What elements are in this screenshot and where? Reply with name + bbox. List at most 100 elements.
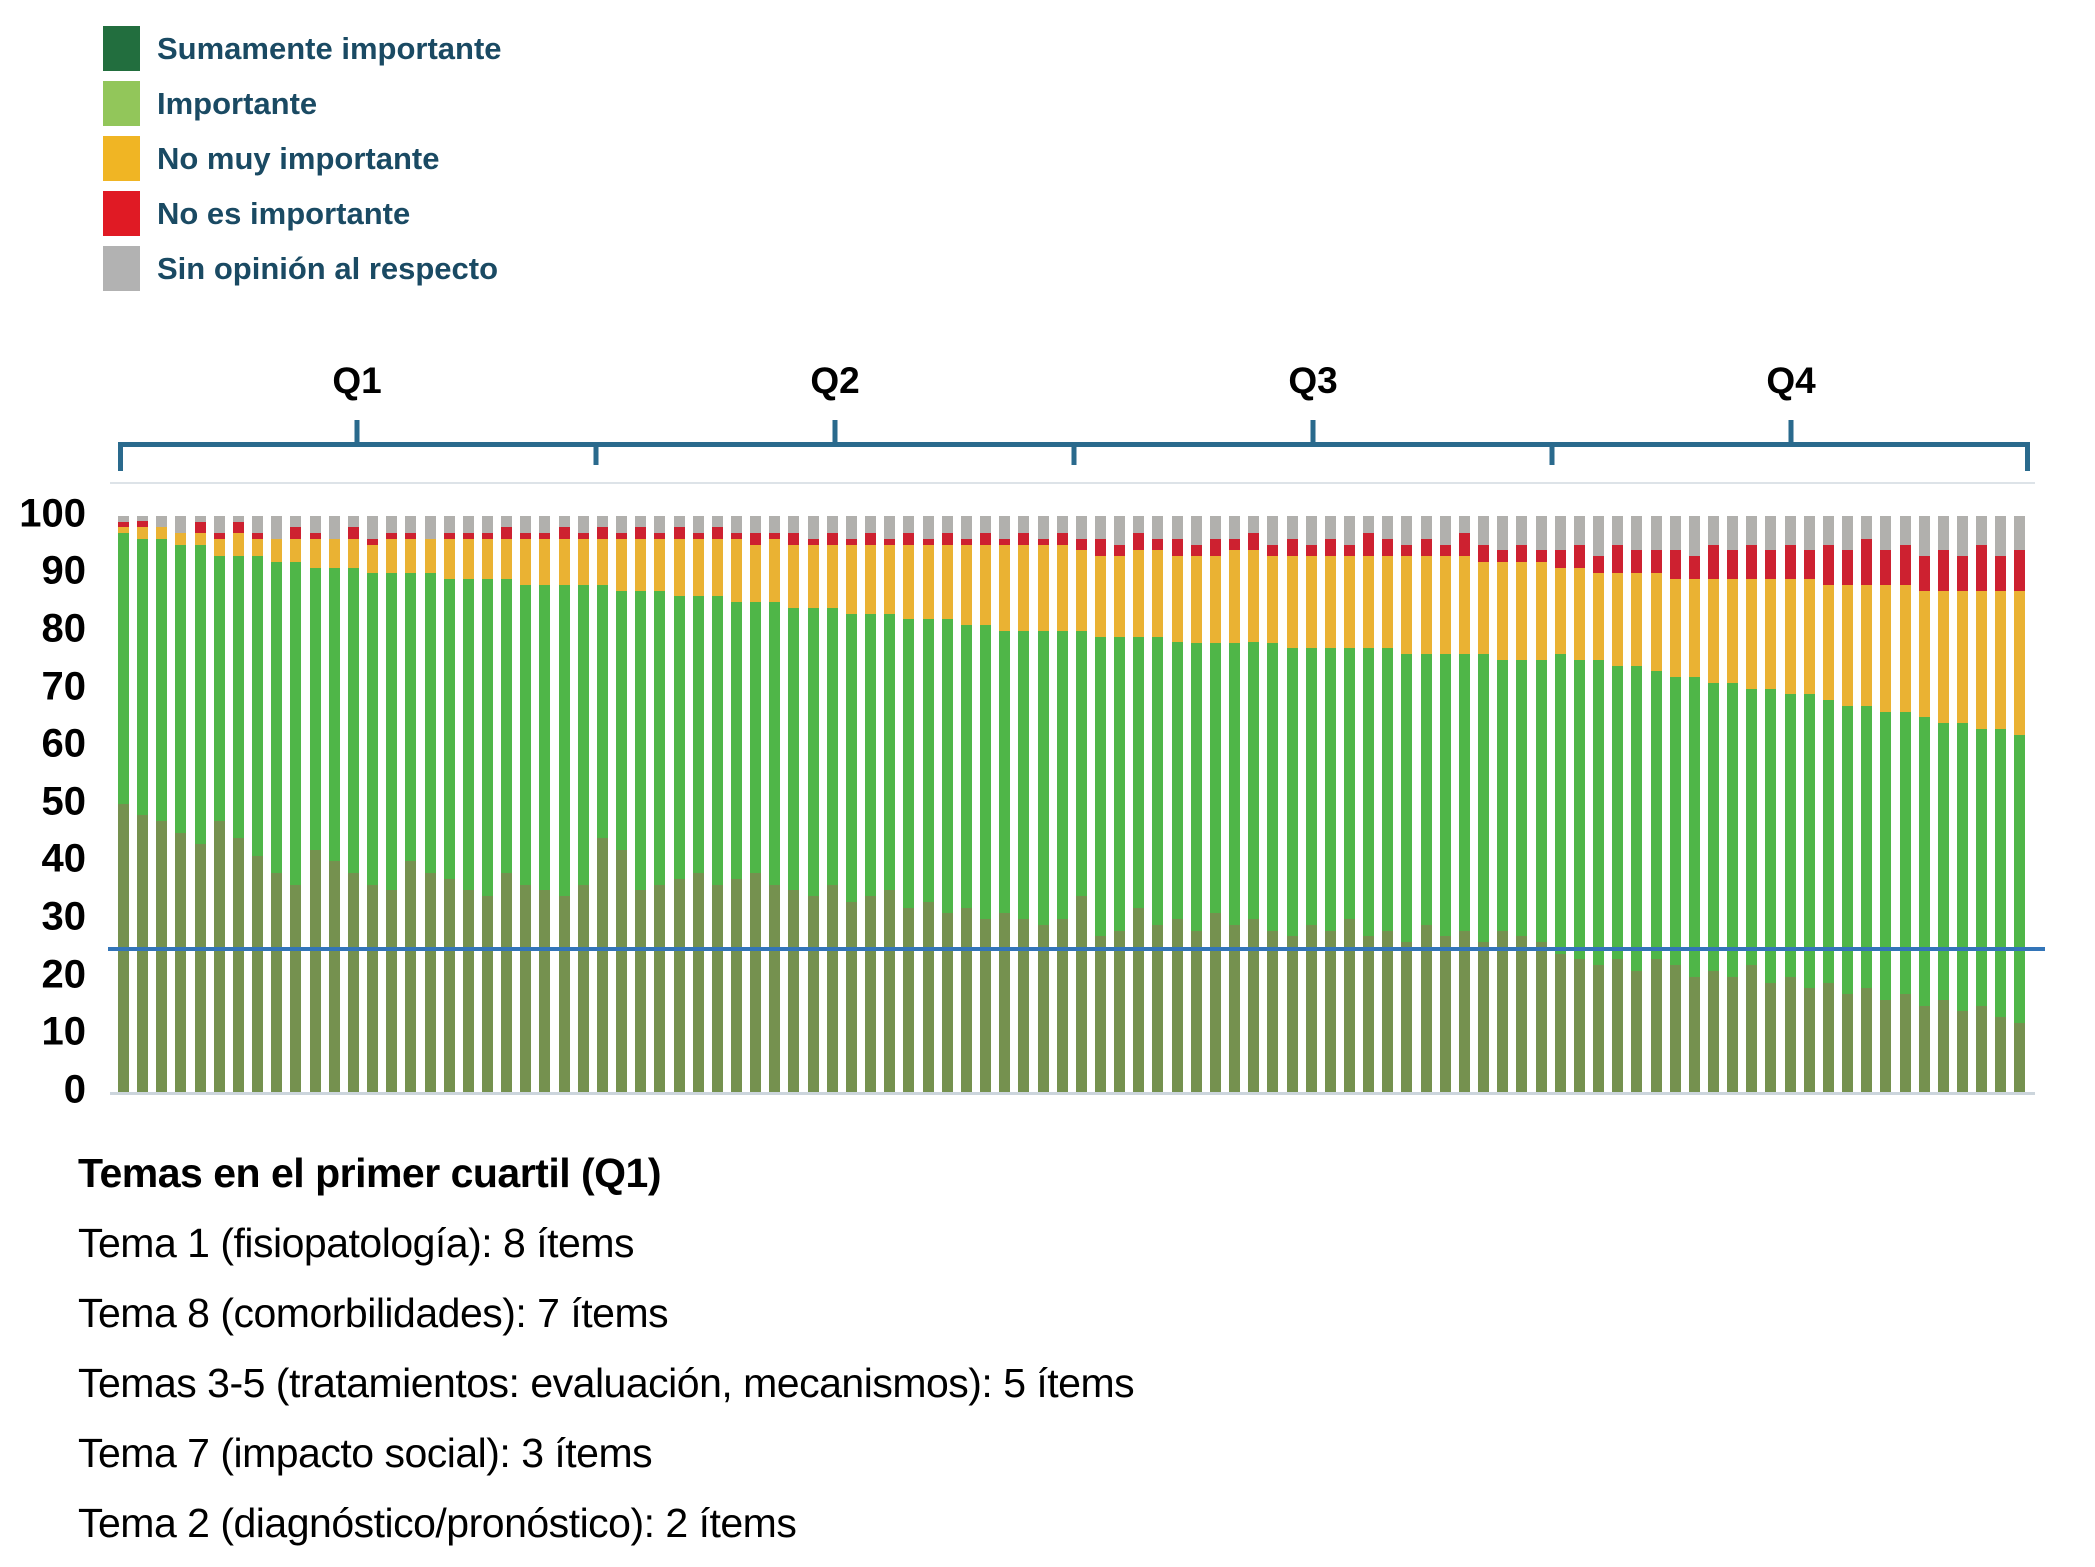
stacked-bar <box>1516 484 1528 1092</box>
bar-segment <box>711 884 723 1092</box>
bar-segment <box>1267 642 1279 931</box>
bar-segment <box>1152 550 1164 637</box>
stacked-bar <box>788 484 800 1092</box>
bar-segment <box>616 515 628 534</box>
bar-segment <box>1957 723 1968 1012</box>
stacked-bar <box>1707 484 1719 1092</box>
bar-segment <box>1152 924 1164 1092</box>
bar-segment <box>1535 659 1547 943</box>
bar-segment <box>1209 642 1221 914</box>
bar-segment <box>616 533 628 539</box>
bar-segment <box>922 619 934 902</box>
bar-segment <box>1497 930 1509 1092</box>
bar-segment <box>1707 682 1719 971</box>
y-tick-label: 50 <box>41 779 87 824</box>
bar-segment <box>1171 538 1183 557</box>
bar-segment <box>1458 654 1470 931</box>
stacked-bar <box>1593 484 1605 1092</box>
bar-segment <box>616 849 628 1092</box>
bar-segment <box>232 515 244 522</box>
bar-segment <box>309 849 321 1092</box>
bar-segment <box>347 515 359 528</box>
footer-line: Tema 7 (impacto social): 3 ítems <box>78 1430 653 1476</box>
bar-segment <box>654 590 666 885</box>
legend-item: Sumamente importante <box>103 26 502 71</box>
bar-segment <box>1650 671 1662 960</box>
bar-segment <box>596 515 608 528</box>
stacked-bar <box>1018 484 1030 1092</box>
bar-segment <box>1305 924 1317 1092</box>
legend-label: No muy importante <box>157 140 440 176</box>
bar-segment <box>1267 930 1279 1092</box>
stacked-bar <box>1842 484 1854 1092</box>
bar-segment <box>999 538 1011 545</box>
bar-segment <box>1880 515 1892 551</box>
stacked-bar <box>481 484 493 1092</box>
bar-segment <box>1094 636 1106 937</box>
bar-segment <box>1842 550 1854 585</box>
bar-segment <box>1937 590 1949 724</box>
bar-segment <box>1248 533 1260 551</box>
bar-segment <box>1803 694 1815 989</box>
bar-segment <box>443 878 455 1092</box>
bar-segment <box>424 573 436 874</box>
stacked-bar <box>386 484 398 1092</box>
bar-segment <box>960 515 972 539</box>
bar-segment <box>769 533 781 539</box>
bar-segment <box>1190 556 1202 643</box>
stacked-bar <box>980 484 992 1092</box>
bar-segment <box>1688 579 1700 678</box>
bar-segment <box>1324 538 1336 557</box>
bar-segment <box>596 527 608 539</box>
bar-segment <box>520 538 532 585</box>
bar-segment <box>1631 550 1643 574</box>
bar-segment <box>252 515 264 534</box>
bar-segment <box>1612 665 1624 960</box>
bar-segment <box>1056 919 1068 1092</box>
bar-segment <box>1995 1017 2007 1092</box>
bar-segment <box>980 515 992 534</box>
bar-segment <box>731 602 742 879</box>
bar-segment <box>1554 515 1566 551</box>
bar-segment <box>271 515 283 539</box>
bar-segment <box>1171 515 1183 539</box>
y-axis: 0 10 20 30 40 50 60 70 80 90 100 <box>0 482 92 1111</box>
bar-segment <box>1382 556 1394 649</box>
bar-segment <box>635 527 647 539</box>
bar-segment <box>826 533 838 545</box>
bar-segment <box>903 907 915 1092</box>
bar-segment <box>1018 919 1030 1092</box>
bar-segment <box>539 584 551 891</box>
bar-segment <box>1957 1011 1968 1092</box>
bar-segment <box>1497 561 1509 660</box>
bar-segment <box>1209 556 1221 643</box>
bar-segment <box>137 521 149 528</box>
bars-container <box>118 484 2027 1092</box>
bar-segment <box>980 919 992 1092</box>
bar-segment <box>922 901 934 1092</box>
bar-segment <box>1995 515 2007 557</box>
stacked-bar <box>539 484 551 1092</box>
stacked-bar <box>1229 484 1241 1092</box>
bar-segment <box>1880 711 1892 1000</box>
bar-segment <box>194 844 206 1092</box>
bar-segment <box>1746 688 1758 966</box>
bar-segment <box>462 890 474 1092</box>
bar-segment <box>845 901 857 1092</box>
bar-segment <box>960 538 972 545</box>
footer-text-block: Temas en el primer cuartil (Q1) Tema 1 (… <box>78 1138 1135 1558</box>
bar-segment <box>558 584 570 897</box>
bar-segment <box>769 515 781 534</box>
bar-segment <box>769 538 781 603</box>
bar-segment <box>999 544 1011 631</box>
bar-segment <box>1401 654 1413 943</box>
stacked-bar <box>156 484 168 1092</box>
stacked-bar <box>1631 484 1643 1092</box>
stacked-bar <box>424 484 436 1092</box>
bar-segment <box>1458 515 1470 533</box>
bar-segment <box>1842 994 1854 1092</box>
legend-swatch-icon <box>103 136 140 181</box>
stacked-bar <box>1861 484 1873 1092</box>
stacked-bar <box>1439 484 1451 1092</box>
bar-segment <box>807 544 819 608</box>
